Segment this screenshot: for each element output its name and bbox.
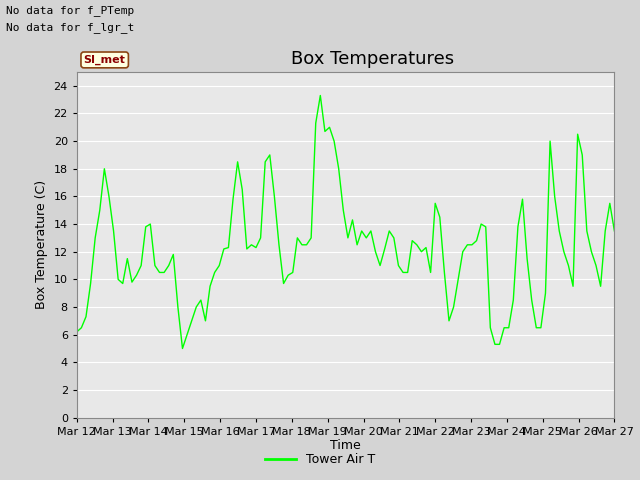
Legend: Tower Air T: Tower Air T: [260, 448, 380, 471]
Y-axis label: Box Temperature (C): Box Temperature (C): [35, 180, 48, 310]
Text: SI_met: SI_met: [84, 55, 125, 65]
Text: No data for f_lgr_t: No data for f_lgr_t: [6, 22, 134, 33]
X-axis label: Time: Time: [330, 439, 361, 453]
Title: Box Temperatures: Box Temperatures: [291, 49, 454, 68]
Text: No data for f_PTemp: No data for f_PTemp: [6, 5, 134, 16]
